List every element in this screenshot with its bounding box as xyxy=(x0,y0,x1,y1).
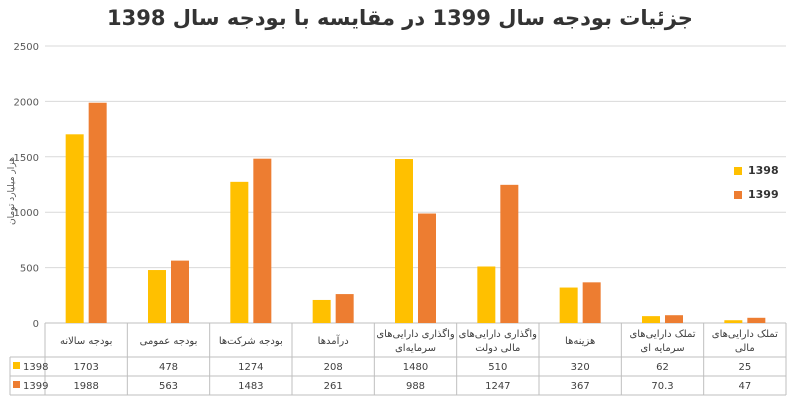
bar-1399-4 xyxy=(418,213,436,323)
bar-1398-2 xyxy=(230,181,249,323)
table-cell-1399-1: 563 xyxy=(159,381,178,392)
bar-1399-8 xyxy=(747,317,766,323)
y-tick-label: 1000 xyxy=(14,208,39,219)
category-label-7: تملک دارایی‌های سرمایه ای xyxy=(629,329,695,354)
y-tick-label: 500 xyxy=(20,264,39,275)
category-label-6: هزینه‌ها xyxy=(565,336,595,347)
table-series-name: 1398 xyxy=(23,362,48,373)
bar-1399-0 xyxy=(88,102,107,323)
bar-1399-2 xyxy=(253,158,272,323)
bar-1398-0 xyxy=(65,134,84,323)
legend-item-1398: 1398 xyxy=(734,164,779,177)
bar-1398-1 xyxy=(148,270,166,323)
table-cell-1398-7: 62 xyxy=(656,362,669,373)
bar-1399-7 xyxy=(665,315,683,323)
legend-swatch xyxy=(734,166,742,175)
legend-label: 1398 xyxy=(748,164,779,177)
table-cell-1398-4: 1480 xyxy=(403,362,428,373)
y-tick-label: 0 xyxy=(33,319,39,330)
category-label-3: درآمدها xyxy=(318,334,349,347)
bar-1399-5 xyxy=(500,184,519,323)
table-swatch-1399 xyxy=(13,381,20,388)
table-cell-1399-3: 261 xyxy=(324,381,343,392)
table-cell-1398-2: 1274 xyxy=(238,362,263,373)
table-cell-1398-1: 478 xyxy=(159,362,178,373)
chart-title: جزئیات بودجه سال 1399 در مقایسه با بودجه… xyxy=(107,6,693,30)
category-label-8: تملک دارایی‌های مالی xyxy=(712,329,778,354)
table-cell-1399-7: 70.3 xyxy=(651,381,673,392)
table-cell-1399-4: 988 xyxy=(406,381,425,392)
table-cell-1399-2: 1483 xyxy=(238,381,263,392)
bar-1399-3 xyxy=(335,294,354,323)
bar-1398-5 xyxy=(477,266,496,323)
table-series-name: 1399 xyxy=(23,381,48,392)
table-swatch-1398 xyxy=(13,362,20,369)
legend-label: 1399 xyxy=(748,188,779,201)
table-cell-1399-5: 1247 xyxy=(485,381,510,392)
bar-1398-3 xyxy=(312,299,331,323)
legend-swatch xyxy=(734,190,742,199)
table-cell-1398-8: 25 xyxy=(738,362,751,373)
bar-1398-8 xyxy=(724,320,743,323)
table-cell-1398-5: 510 xyxy=(488,362,507,373)
bar-1398-4 xyxy=(395,159,413,323)
table-cell-1399-8: 47 xyxy=(738,381,751,392)
y-tick-label: 2500 xyxy=(14,42,39,53)
bar-1399-6 xyxy=(582,282,601,323)
table-cell-1398-0: 1703 xyxy=(73,362,98,373)
y-tick-label: 1500 xyxy=(14,153,39,164)
legend-item-1399: 1399 xyxy=(734,188,779,201)
category-label-4: واگذاری دارایی‌های سرمایه‌ای xyxy=(376,328,455,354)
category-label-0: بودجه سالانه xyxy=(60,336,112,347)
category-label-5: واگذاری دارایی‌های مالی دولت xyxy=(459,328,538,354)
bar-1398-7 xyxy=(642,316,660,323)
table-cell-1399-6: 367 xyxy=(571,381,590,392)
category-label-2: بودجه شرکت‌ها xyxy=(219,336,283,347)
table-cell-1398-3: 208 xyxy=(324,362,343,373)
table-cell-1399-0: 1988 xyxy=(73,381,98,392)
y-tick-label: 2000 xyxy=(14,97,39,108)
category-label-1: بودجه عمومی xyxy=(140,336,198,347)
bar-1398-6 xyxy=(559,287,578,323)
bar-1399-1 xyxy=(171,260,189,323)
table-cell-1398-6: 320 xyxy=(571,362,590,373)
